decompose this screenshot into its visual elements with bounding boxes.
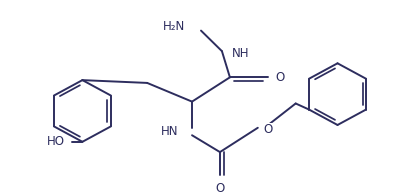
Text: HN: HN (160, 125, 178, 138)
Text: NH: NH (231, 46, 249, 60)
Text: O: O (263, 123, 272, 136)
Text: O: O (275, 71, 284, 84)
Text: O: O (215, 182, 224, 195)
Text: HO: HO (47, 135, 64, 148)
Text: H₂N: H₂N (162, 20, 184, 33)
